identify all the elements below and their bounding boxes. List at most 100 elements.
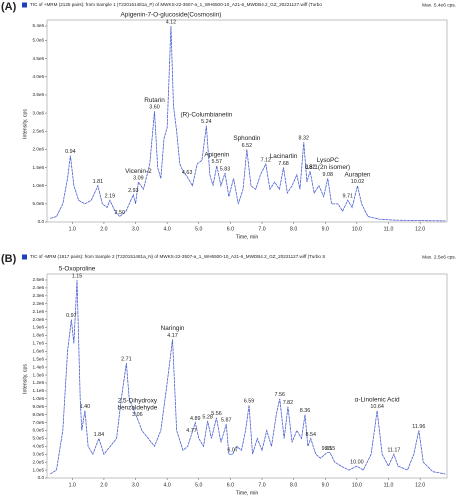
x-tick-label: 8.0 (290, 226, 297, 232)
y-axis-label: Intensity, cps (22, 364, 28, 394)
peak-name: Apigenin (204, 151, 229, 158)
peak-rt: 2.93 (128, 188, 139, 194)
header-icon (22, 254, 27, 260)
peak-rt: 11.96 (412, 424, 425, 430)
x-axis-label: Time, min (236, 234, 259, 240)
x-tick-label: 11.0 (384, 226, 394, 232)
y-tick-label: 2.2e6 (33, 301, 45, 306)
y-tick-label: 2.5e6 (33, 128, 45, 133)
max-label: Max. 2.5e6 cps. (422, 254, 456, 260)
y-tick-label: 1.1e6 (33, 388, 45, 393)
y-tick-label: 7.0e5 (33, 420, 45, 425)
peak-rt: 7.12 (261, 157, 272, 163)
peak-name: 5-Oxoproline (59, 266, 96, 273)
peak-rt: 7.82 (283, 400, 294, 406)
peak-name: 2,5-Dihydroxy (118, 397, 158, 404)
peak-rt: 5.28 (202, 414, 213, 420)
peak-rt: 10.02 (351, 179, 365, 185)
y-tick-label: 5.0e5 (33, 436, 45, 441)
y-tick-label: 0.0 (38, 219, 45, 224)
x-tick-label: 6.0 (227, 226, 234, 232)
peak-rt: 9.05 (322, 446, 333, 452)
x-tick-label: 9.0 (322, 226, 329, 232)
peak-rt: 6.52 (242, 143, 253, 149)
peak-name: Aurapten (345, 171, 371, 178)
peak-rt: 10.64 (370, 404, 384, 410)
peak-rt: 5.56 (211, 411, 222, 417)
peak-rt: 5.57 (212, 159, 223, 165)
y-tick-label: 2.1e6 (33, 309, 45, 314)
peak-rt: 0.97 (66, 313, 77, 319)
peak-rt: 1.84 (94, 432, 105, 438)
peak-rt: 8.54 (305, 432, 316, 438)
peak-rt: 3.09 (133, 175, 144, 181)
y-tick-label: 5.0e6 (33, 38, 45, 43)
x-tick-label: 11.0 (384, 482, 394, 488)
y-tick-label: 1.5e6 (33, 165, 45, 170)
y-tick-label: 1.9e6 (33, 325, 45, 330)
y-tick-label: 1.7e6 (33, 341, 45, 346)
peak-name: Naringin (161, 325, 185, 332)
max-label: Max. 5.4e6 cps. (422, 2, 456, 8)
x-tick-label: 2.0 (100, 226, 107, 232)
peak-rt: 8.52 (305, 165, 316, 171)
peak-rt: 8.36 (300, 408, 311, 414)
x-tick-label: 8.0 (290, 482, 297, 488)
x-tick-label: 4.0 (164, 226, 171, 232)
y-tick-label: 2.3e6 (33, 293, 45, 298)
peak-rt: 6.59 (244, 399, 255, 405)
peak-name: Rutarin (144, 97, 165, 104)
y-tick-label: 1.4e6 (33, 364, 45, 369)
y-tick-label: 1.0e6 (33, 183, 45, 188)
peak-name: 18:1(2n isomer) (305, 164, 350, 171)
y-tick-label: 1.2e6 (33, 380, 45, 385)
y-tick-label: 2.4e6 (33, 285, 45, 290)
y-tick-label: 1.0e5 (33, 467, 45, 472)
peak-rt: 9.15 (325, 446, 336, 452)
peak-rt: 1.15 (72, 273, 83, 279)
plot-frame (46, 273, 448, 479)
peak-rt: 4.89 (190, 416, 201, 422)
y-tick-label: 2.0e6 (33, 147, 45, 152)
y-tick-label: 5.0e5 (33, 201, 45, 206)
x-tick-label: 3.0 (132, 226, 139, 232)
peak-name: benzaldehyde (118, 404, 158, 411)
x-tick-label: 10.0 (352, 226, 362, 232)
peak-rt: 9.08 (323, 172, 334, 178)
peak-rt: 3.60 (149, 105, 160, 111)
y-tick-label: 9.0e5 (33, 404, 45, 409)
y-tick-label: 2.0e5 (33, 459, 45, 464)
x-tick-label: 12.0 (415, 482, 425, 488)
peak-rt: 2.71 (121, 357, 132, 363)
peak-rt: 6.07 (227, 448, 238, 454)
x-axis-label: Time, min (236, 490, 259, 496)
x-tick-label: 9.0 (322, 482, 329, 488)
peak-rt: 11.17 (387, 448, 400, 454)
panel-label: (B) (1, 253, 17, 265)
peak-rt: 7.56 (274, 392, 285, 398)
y-tick-label: 8.0e5 (33, 412, 45, 417)
header-icon (22, 2, 27, 8)
peak-rt: 2.50 (114, 210, 125, 216)
peak-rt: 8.32 (299, 136, 310, 142)
peak-rt: 5.87 (221, 418, 232, 424)
peak-rt: 4.63 (182, 170, 193, 176)
y-tick-label: 2.0e6 (33, 317, 45, 322)
x-tick-label: 7.0 (258, 226, 265, 232)
peak-rt: 0.94 (65, 149, 76, 155)
peak-rt: 4.77 (186, 428, 197, 434)
peak-rt: 4.17 (167, 333, 178, 339)
y-tick-label: 1.5e6 (33, 356, 45, 361)
y-tick-label: 1.6e6 (33, 348, 45, 353)
y-tick-label: 0.0 (38, 475, 45, 480)
x-tick-label: 3.0 (132, 482, 139, 488)
peak-name: α-Linolenic Acid (355, 396, 400, 403)
trace (50, 25, 446, 222)
peak-rt: 5.24 (201, 119, 212, 125)
panel-label: (A) (1, 1, 17, 13)
y-tick-label: 1.0e6 (33, 396, 45, 401)
y-tick-label: 4.0e5 (33, 444, 45, 449)
plot-frame (46, 19, 448, 223)
y-tick-label: 4.0e6 (33, 74, 45, 79)
